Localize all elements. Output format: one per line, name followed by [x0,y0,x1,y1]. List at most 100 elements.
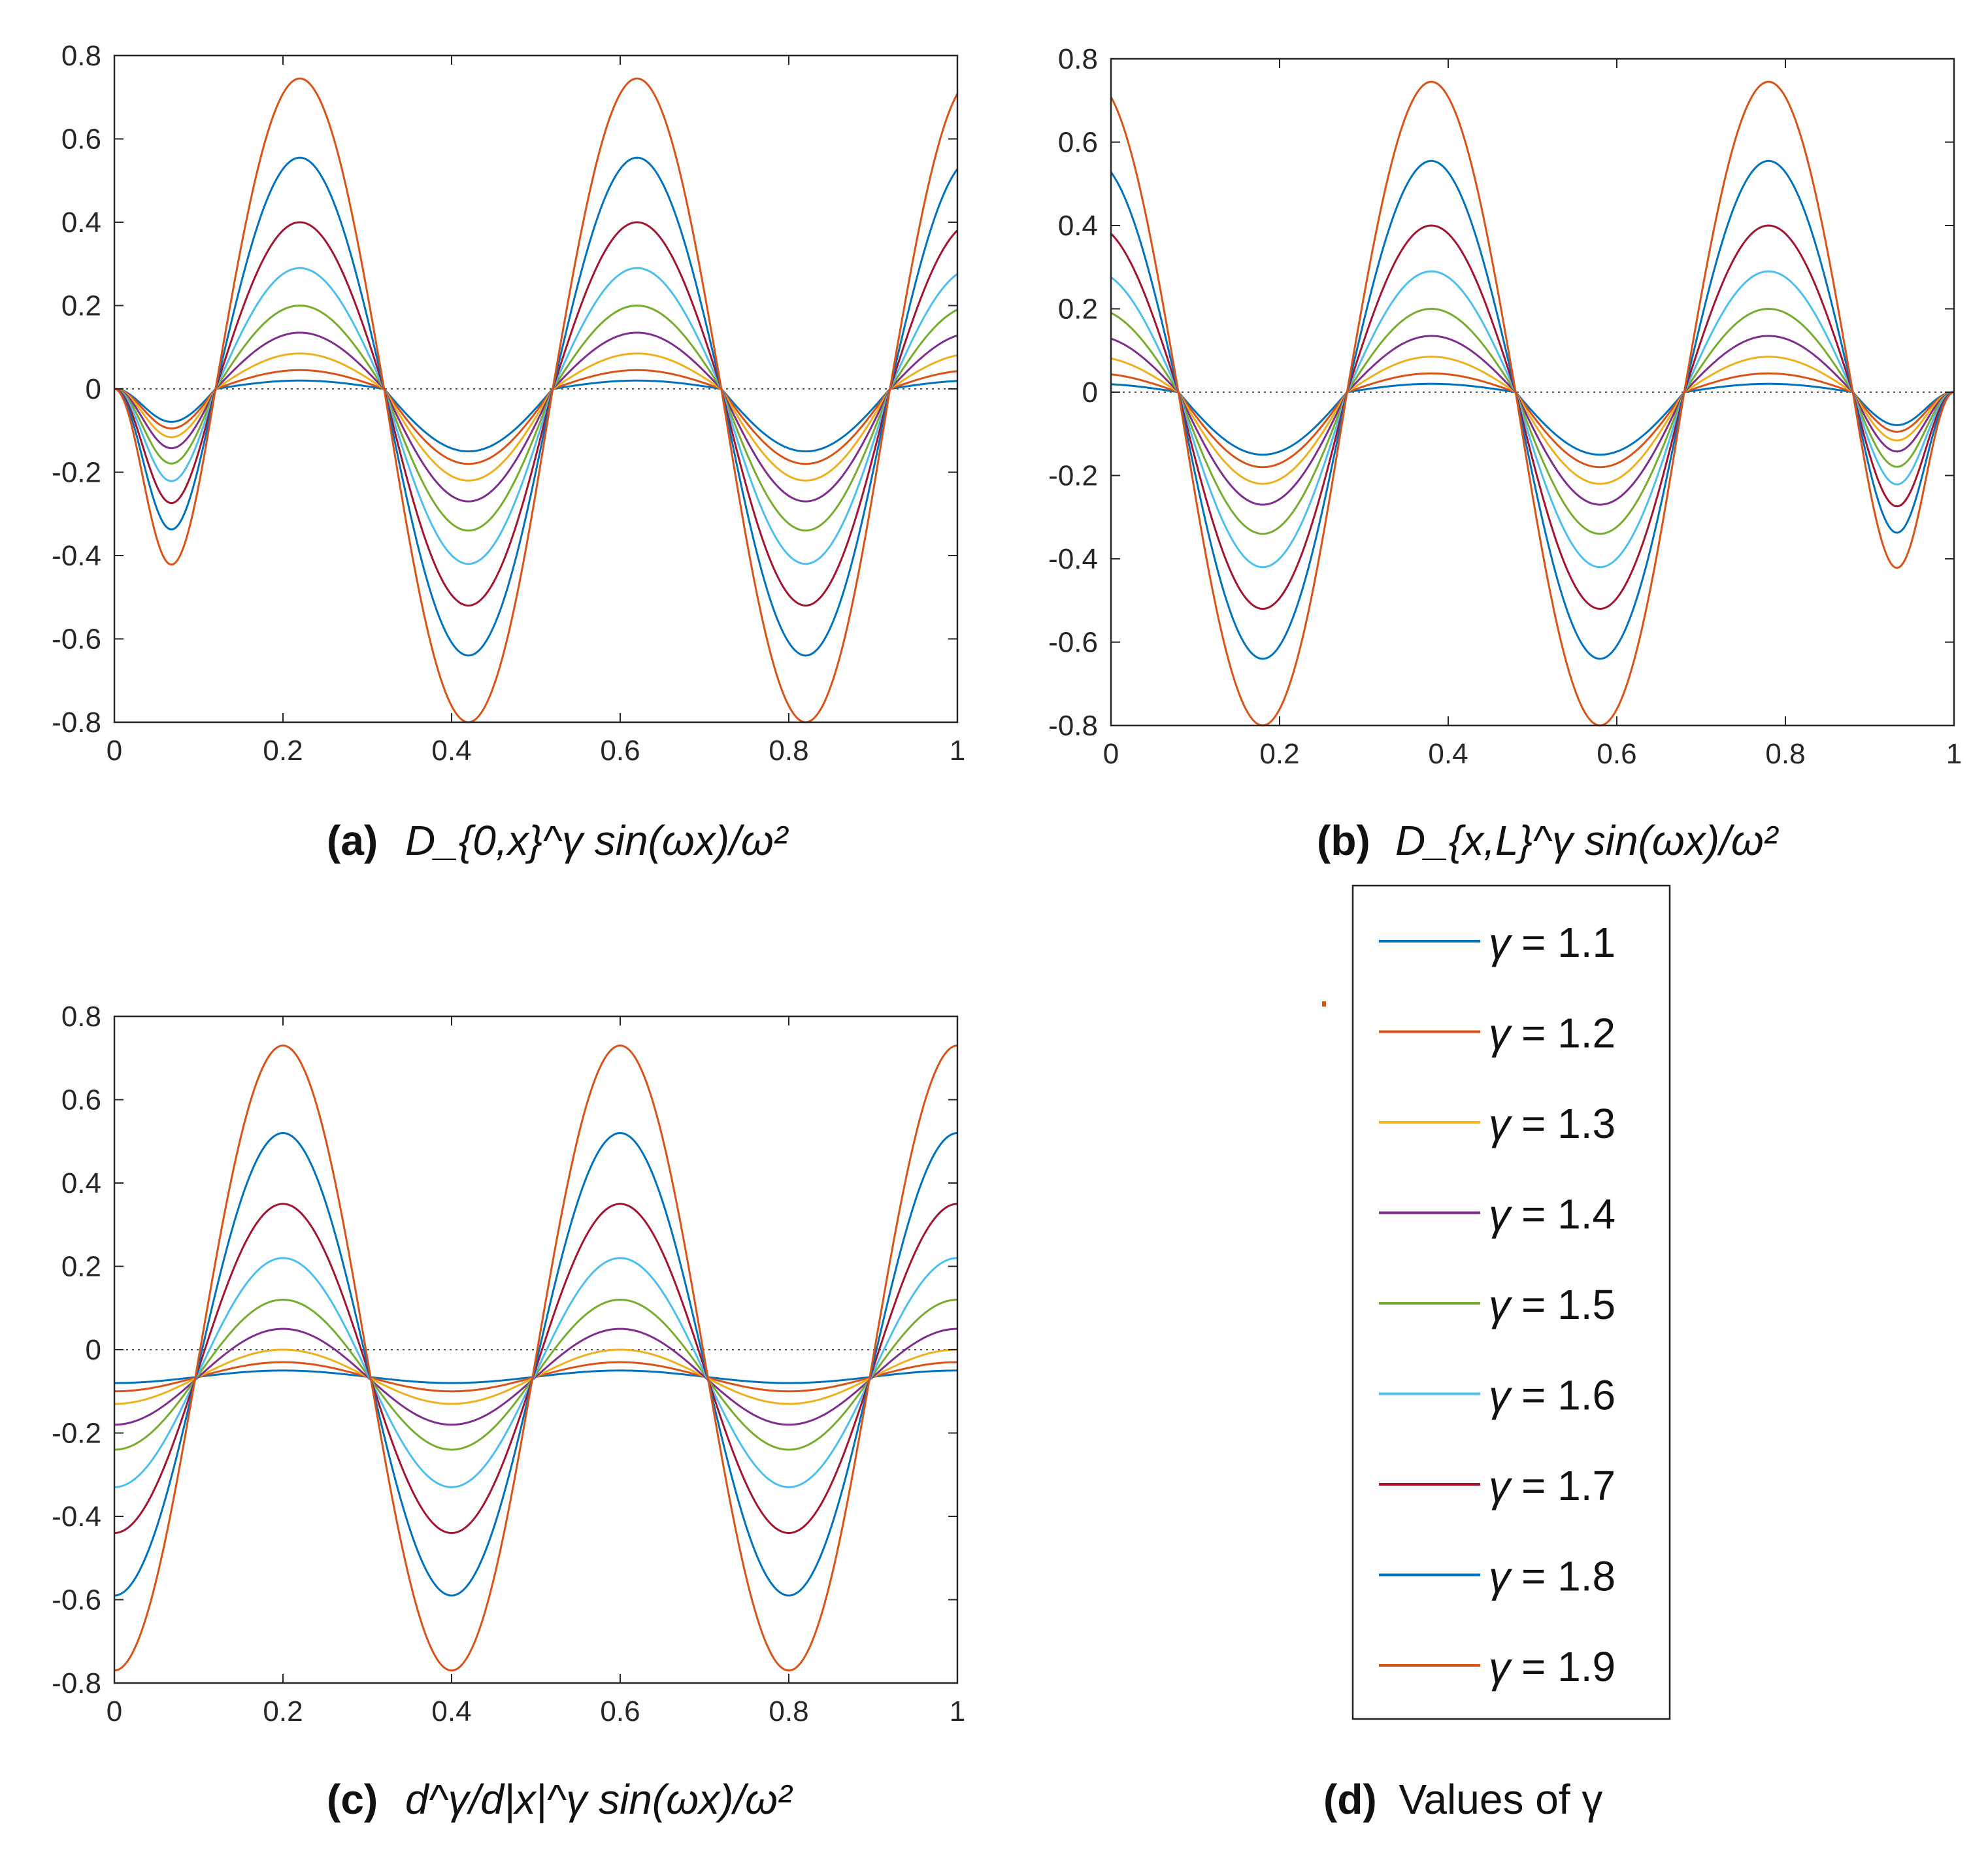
legend-label-4: = 1.5 [1521,1281,1615,1328]
xtick-label-b-3: 0.6 [1597,738,1636,770]
ytick-label-a-6: 0.4 [61,207,101,239]
xtick-label-c-4: 0.8 [769,1695,808,1727]
ytick-label-b-2: -0.4 [1048,543,1098,575]
caption-b: (b) D_{x,L}^γ sin(ωx)/ω² [1317,817,1780,864]
plot-area-b [1110,80,1955,727]
legend-entries: γ = 1.1γ = 1.2γ = 1.3γ = 1.4γ = 1.5γ = 1.6γ = 1… [1379,919,1615,1692]
legend-label-0: = 1.1 [1521,919,1615,966]
xtick-label-a-5: 1 [950,735,965,767]
series-a-1.2 [114,369,958,465]
ytick-label-b-1: -0.6 [1048,627,1098,659]
legend-label-8: = 1.9 [1521,1643,1615,1690]
svg-text:(d) Values of γ: (d) Values of γ [1323,1776,1602,1823]
xtick-label-c-0: 0 [107,1695,122,1727]
ytick-label-c-2: -0.4 [52,1501,101,1533]
svg-text:(b): (b) [1317,817,1370,864]
caption-d-label: (d) [1323,1776,1377,1823]
ytick-label-b-0: -0.8 [1048,710,1098,742]
xtick-label-a-4: 0.8 [769,735,808,767]
series-c-1.8 [114,1131,958,1597]
ytick-label-c-0: -0.8 [52,1667,101,1699]
legend-label-1: = 1.2 [1521,1010,1615,1057]
ytick-label-a-3: -0.2 [52,457,101,489]
legend-symbol-1: γ [1489,1010,1513,1058]
xtick-label-b-0: 0 [1103,738,1119,770]
series-a-1.4 [114,331,958,503]
legend: γ = 1.1γ = 1.2γ = 1.3γ = 1.4γ = 1.5γ = 1.6γ = 1… [1351,884,1671,1720]
legend-label-7: = 1.8 [1521,1553,1615,1600]
series-c-1.4 [114,1327,958,1426]
svg-text:(a): (a) [327,817,378,864]
ytick-label-a-4: 0 [86,373,101,405]
panel-b: 0 0.2 0.4 0.6 0.8 1 -0.8 -0.6 -0.4 -0.2 0 0.2 0.4 0.6… [1048,43,1962,770]
ytick-label-b-5: 0.2 [1058,293,1098,325]
series-a-1.9 [114,77,959,724]
series-c-1.9 [114,1044,958,1672]
ticks-c: 0 0.2 0.4 0.6 0.8 1 -0.8 -0.6 -0.4 -0.2 0 0.2 0.4 0.6… [52,1001,965,1727]
caption-c-formula: d^γ/d|x|^γ sin(ωx)/ω² [405,1776,793,1824]
series-b-1.6 [1110,270,1955,569]
ytick-label-b-8: 0.8 [1058,43,1098,75]
ytick-label-a-7: 0.6 [61,124,101,156]
series-c-1.6 [114,1257,958,1488]
legend-symbol-6: γ [1489,1462,1513,1510]
legend-symbol-7: γ [1489,1553,1513,1601]
xtick-label-a-1: 0.2 [263,735,303,767]
series-a-1.8 [114,156,959,657]
series-a-1.5 [114,304,958,532]
ytick-label-c-7: 0.6 [61,1084,101,1116]
caption-a-formula: D_{0,x}^γ sin(ωx)/ω² [405,817,789,864]
caption-a-label: (a) [327,817,378,864]
ticks-b: 0 0.2 0.4 0.6 0.8 1 -0.8 -0.6 -0.4 -0.2 0 0.2 0.4 0.6… [1048,43,1962,770]
ytick-label-c-6: 0.4 [61,1167,101,1199]
xtick-label-c-1: 0.2 [263,1695,303,1727]
xtick-label-a-3: 0.6 [600,735,640,767]
ytick-label-c-1: -0.6 [52,1584,101,1616]
stray-mark [1322,1001,1326,1007]
caption-d: (d) Values of γ [1323,1776,1602,1823]
ytick-label-b-7: 0.6 [1058,127,1098,159]
ytick-label-b-3: -0.2 [1048,460,1098,492]
ytick-label-c-3: -0.2 [52,1418,101,1450]
xtick-label-a-2: 0.4 [431,735,471,767]
ytick-label-a-0: -0.8 [52,707,101,739]
series-b-1.9 [1110,80,1955,727]
ytick-label-c-5: 0.2 [61,1251,101,1283]
ytick-label-c-8: 0.8 [61,1001,101,1033]
legend-symbol-3: γ [1489,1191,1513,1239]
xtick-label-a-0: 0 [107,735,122,767]
legend-label-2: = 1.3 [1521,1100,1615,1147]
ytick-label-c-4: 0 [86,1334,101,1366]
caption-a: (a) D_{0,x}^γ sin(ωx)/ω² [327,817,789,864]
series-a-1.6 [114,267,958,565]
caption-b-formula: D_{x,L}^γ sin(ωx)/ω² [1395,817,1780,864]
legend-symbol-2: γ [1489,1100,1513,1148]
series-b-1.1 [1110,382,1955,456]
xtick-label-b-1: 0.2 [1259,738,1299,770]
legend-label-6: = 1.7 [1521,1462,1615,1509]
series-a-1.7 [114,221,959,607]
legend-box [1351,884,1671,1720]
caption-c-label: (c) [327,1776,378,1823]
series-a-1.1 [114,379,958,453]
legend-symbol-8: γ [1489,1643,1513,1692]
panel-a: 0 0.2 0.4 0.6 0.8 1 -0.8 -0.6 -0.4 -0.2 0 0.2 0.4 0.6… [52,40,965,767]
series-b-1.8 [1110,159,1955,660]
ytick-label-a-1: -0.6 [52,624,101,656]
ytick-label-b-4: 0 [1082,376,1098,409]
axes-box-b [1110,58,1955,727]
plot-area-a [114,77,959,724]
axes-box-a [113,54,959,724]
ticks-a: 0 0.2 0.4 0.6 0.8 1 -0.8 -0.6 -0.4 -0.2 0 0.2 0.4 0.6… [52,40,965,767]
panel-c: 0 0.2 0.4 0.6 0.8 1 -0.8 -0.6 -0.4 -0.2 0 0.2 0.4 0.6… [52,1001,965,1727]
xtick-label-c-3: 0.6 [600,1695,640,1727]
legend-label-3: = 1.4 [1521,1191,1615,1238]
caption-c: (c) d^γ/d|x|^γ sin(ωx)/ω² [327,1776,793,1824]
ytick-label-a-2: -0.4 [52,540,101,572]
xtick-label-b-2: 0.4 [1428,738,1468,770]
series-b-1.4 [1110,335,1955,506]
ytick-label-b-6: 0.4 [1058,210,1098,242]
legend-label-5: = 1.6 [1521,1372,1615,1419]
series-b-1.3 [1110,356,1955,485]
